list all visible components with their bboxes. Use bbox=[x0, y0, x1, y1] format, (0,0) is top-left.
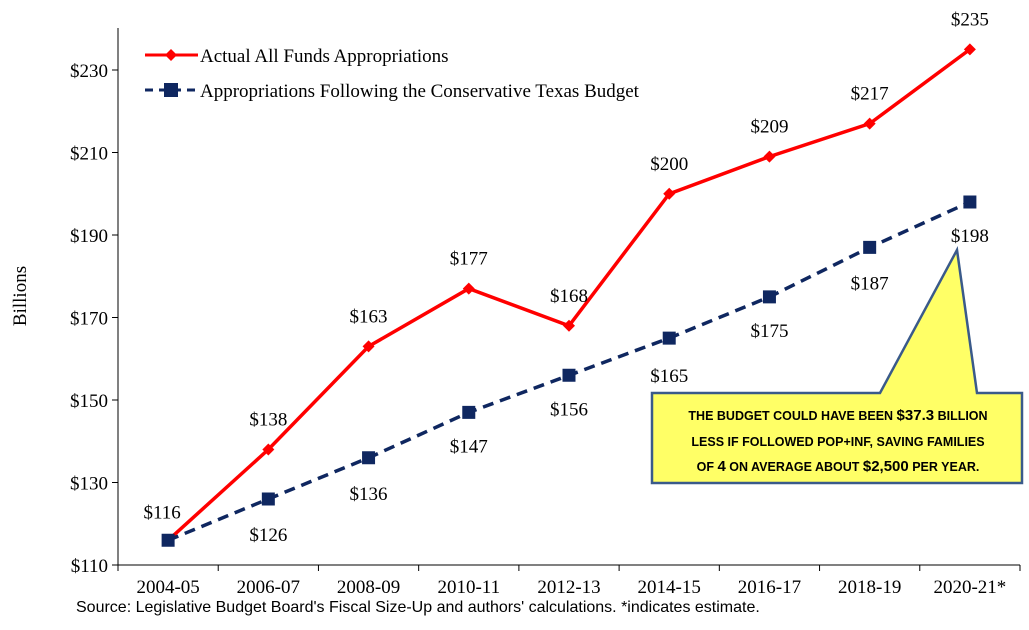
legend-label-conservative: Appropriations Following the Conservativ… bbox=[200, 81, 640, 102]
series-point-conservative bbox=[362, 451, 376, 465]
data-label-conservative: $198 bbox=[951, 226, 989, 247]
series-point-conservative bbox=[562, 368, 576, 382]
y-tick-label: $210 bbox=[70, 144, 108, 165]
y-tick-label: $110 bbox=[71, 556, 108, 577]
y-tick-label: $170 bbox=[70, 309, 108, 330]
x-tick-label: 2008-09 bbox=[337, 577, 400, 598]
callout-family-size: 4 bbox=[717, 458, 726, 475]
x-tick-label: 2010-11 bbox=[437, 577, 500, 598]
callout-line-2: LESS IF FOLLOWED POP+INF, SAVING FAMILIE… bbox=[691, 435, 984, 449]
data-label-conservative: $165 bbox=[650, 366, 688, 387]
y-tick-label: $150 bbox=[70, 391, 108, 412]
x-axis-ticks: 2004-05 2006-07 2008-09 2010-11 2012-13 2014-… bbox=[117, 565, 1021, 598]
series-point-actual bbox=[563, 319, 575, 332]
series-point-conservative bbox=[161, 533, 175, 547]
y-axis-label: Billions bbox=[10, 266, 31, 326]
data-label-actual: $177 bbox=[450, 249, 488, 270]
y-tick-label: $130 bbox=[70, 474, 108, 495]
callout-line-1: THE BUDGET COULD HAVE BEEN $37.3 BILLION bbox=[688, 407, 987, 424]
series-point-actual bbox=[462, 282, 475, 295]
source-note: Source: Legislative Budget Board's Fisca… bbox=[76, 599, 760, 616]
x-tick-label: 2016-17 bbox=[738, 577, 801, 598]
series-point-actual bbox=[362, 340, 375, 353]
data-label-actual: $138 bbox=[249, 410, 287, 431]
data-label-conservative: $175 bbox=[750, 321, 788, 342]
y-tick-label: $230 bbox=[70, 61, 108, 82]
data-label-actual: $163 bbox=[350, 306, 388, 327]
series-point-conservative bbox=[762, 290, 776, 304]
series-point-conservative bbox=[462, 405, 476, 419]
legend: Actual All Funds Appropriations Appropri… bbox=[145, 46, 640, 102]
data-label-actual: $200 bbox=[650, 154, 688, 175]
series-point-conservative bbox=[863, 240, 877, 254]
x-tick-label: 2020-21* bbox=[933, 577, 1006, 598]
data-label-actual: $209 bbox=[750, 117, 788, 138]
series-markers bbox=[161, 43, 977, 547]
series-point-actual bbox=[863, 117, 876, 130]
data-label-conservative: $187 bbox=[851, 273, 889, 294]
data-label-conservative: $136 bbox=[350, 484, 388, 505]
data-labels: $116 $138 $163 $177 $168 $200 $209 $217 $235 $126… bbox=[143, 9, 988, 546]
x-tick-label: 2004-05 bbox=[136, 577, 199, 598]
series-point-conservative bbox=[963, 195, 977, 209]
x-tick-label: 2014-15 bbox=[638, 577, 701, 598]
callout-box bbox=[650, 246, 1024, 485]
data-label-conservative: $147 bbox=[450, 436, 488, 457]
series-point-actual bbox=[763, 150, 776, 163]
series-point-actual bbox=[963, 43, 976, 56]
legend-label-actual: Actual All Funds Appropriations bbox=[200, 46, 449, 67]
x-tick-label: 2006-07 bbox=[237, 577, 300, 598]
legend-marker-conservative bbox=[164, 83, 178, 97]
callout-line-3: OF 4 ON AVERAGE ABOUT $2,500 PER YEAR. bbox=[697, 458, 980, 475]
callout-amount: $37.3 bbox=[897, 407, 935, 424]
series-point-actual bbox=[262, 443, 275, 456]
data-label-actual: $217 bbox=[851, 84, 889, 105]
data-label-actual: $168 bbox=[550, 286, 588, 307]
series-point-conservative bbox=[662, 331, 676, 345]
series-point-conservative bbox=[261, 492, 275, 506]
data-label-actual: $116 bbox=[143, 502, 180, 523]
legend-marker-actual bbox=[165, 49, 177, 61]
y-tick-label: $190 bbox=[70, 226, 108, 247]
callout: THE BUDGET COULD HAVE BEEN $37.3 BILLION… bbox=[650, 246, 1024, 485]
x-tick-label: 2018-19 bbox=[838, 577, 901, 598]
data-label-conservative: $126 bbox=[249, 525, 287, 546]
series-point-actual bbox=[663, 187, 676, 200]
callout-savings: $2,500 bbox=[863, 458, 909, 475]
y-axis-ticks: $110 $130 $150 $170 $190 $210 $230 bbox=[70, 61, 118, 577]
data-label-conservative: $156 bbox=[550, 399, 588, 420]
data-label-actual: $235 bbox=[951, 9, 989, 30]
x-tick-label: 2012-13 bbox=[537, 577, 600, 598]
